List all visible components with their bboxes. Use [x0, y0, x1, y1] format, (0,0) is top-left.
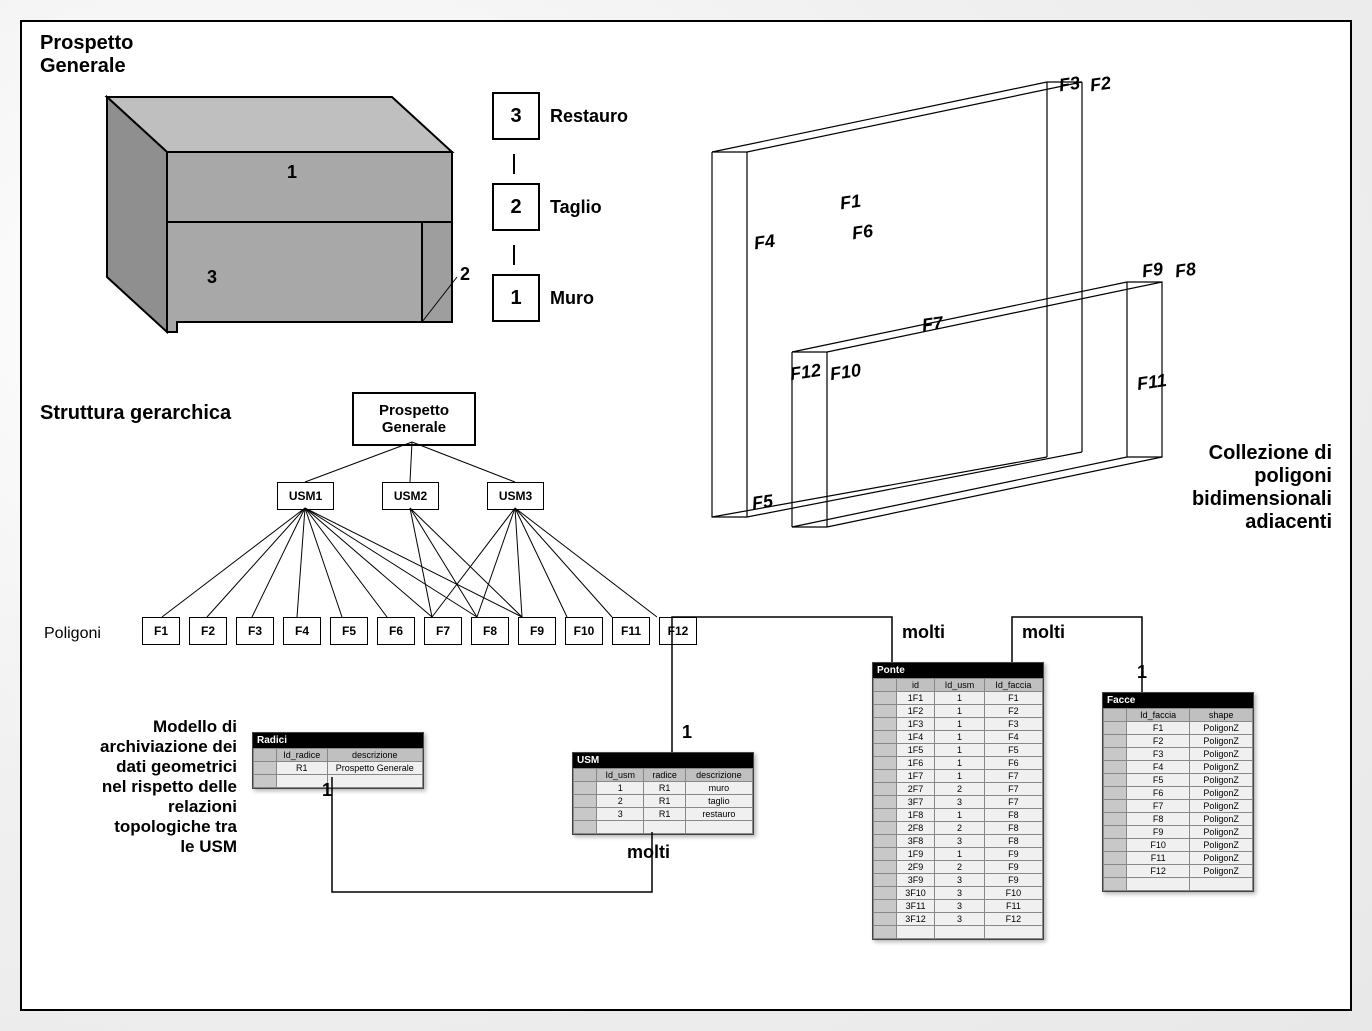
poligono-f3: F3 — [236, 617, 274, 645]
legend-box-3: 3 — [492, 92, 540, 140]
poligono-f12: F12 — [659, 617, 697, 645]
solid-label-1: 1 — [287, 162, 297, 183]
legend-label-muro: Muro — [550, 288, 594, 309]
face-f11: F11 — [1136, 370, 1168, 395]
face-f2: F2 — [1089, 73, 1113, 97]
table-facce: Facce Id_facciashape F1PoligonZF2Poligon… — [1102, 692, 1254, 892]
rel-molti-c: molti — [1022, 622, 1065, 643]
diagram-frame: Prospetto Generale 1 3 2 3 Restau — [20, 20, 1352, 1011]
poligoni-row: F1 F2 F3 F4 F5 F6 F7 F8 F9 F10 F11 F12 — [142, 617, 697, 645]
title-collezione: Collezione di poligoni bidimensionali ad… — [1192, 442, 1332, 534]
rel-1a: 1 — [322, 780, 332, 801]
legend-label-taglio: Taglio — [550, 197, 602, 218]
tree-usm2: USM2 — [382, 482, 439, 510]
tree-usm3: USM3 — [487, 482, 544, 510]
title-struttura: Struttura gerarchica — [40, 402, 231, 425]
solid-label-3: 3 — [207, 267, 217, 288]
poligono-f8: F8 — [471, 617, 509, 645]
rel-molti-b: molti — [902, 622, 945, 643]
poligoni-label: Poligoni — [44, 625, 101, 643]
face-f3: F3 — [1058, 73, 1082, 97]
face-f4: F4 — [753, 231, 777, 255]
face-f5: F5 — [751, 491, 775, 515]
poligono-f6: F6 — [377, 617, 415, 645]
face-f12: F12 — [789, 360, 823, 385]
face-f6: F6 — [851, 221, 875, 245]
rel-1b: 1 — [682, 722, 692, 743]
legend-box-2: 2 — [492, 183, 540, 231]
table-radici: Radici Id_radicedescrizione R1Prospetto … — [252, 732, 424, 789]
rel-1c: 1 — [1137, 662, 1147, 683]
title-modello: Modello di archiviazione dei dati geomet… — [37, 717, 237, 857]
legend: 3 Restauro 2 Taglio 1 Muro — [492, 92, 628, 322]
poligono-f9: F9 — [518, 617, 556, 645]
table-usm: USM Id_usmradicedescrizione 1R1muro2R1ta… — [572, 752, 754, 835]
face-f8: F8 — [1174, 259, 1198, 283]
poligono-f10: F10 — [565, 617, 603, 645]
table-ponte: Ponte idId_usmId_faccia 1F11F11F21F21F31… — [872, 662, 1044, 940]
face-f1: F1 — [839, 191, 863, 215]
legend-label-restauro: Restauro — [550, 106, 628, 127]
poligono-f2: F2 — [189, 617, 227, 645]
poligono-f7: F7 — [424, 617, 462, 645]
tree-usm1: USM1 — [277, 482, 334, 510]
poligono-f4: F4 — [283, 617, 321, 645]
poligono-f5: F5 — [330, 617, 368, 645]
solid-label-2: 2 — [460, 264, 470, 285]
rel-molti-a: molti — [627, 842, 670, 863]
tree-root: Prospetto Generale — [352, 392, 476, 446]
face-f7: F7 — [921, 313, 945, 337]
poligono-f1: F1 — [142, 617, 180, 645]
legend-box-1: 1 — [492, 274, 540, 322]
face-f9: F9 — [1141, 259, 1165, 283]
face-f10: F10 — [829, 360, 863, 385]
title-prospetto: Prospetto Generale — [40, 32, 133, 78]
poligono-f11: F11 — [612, 617, 650, 645]
